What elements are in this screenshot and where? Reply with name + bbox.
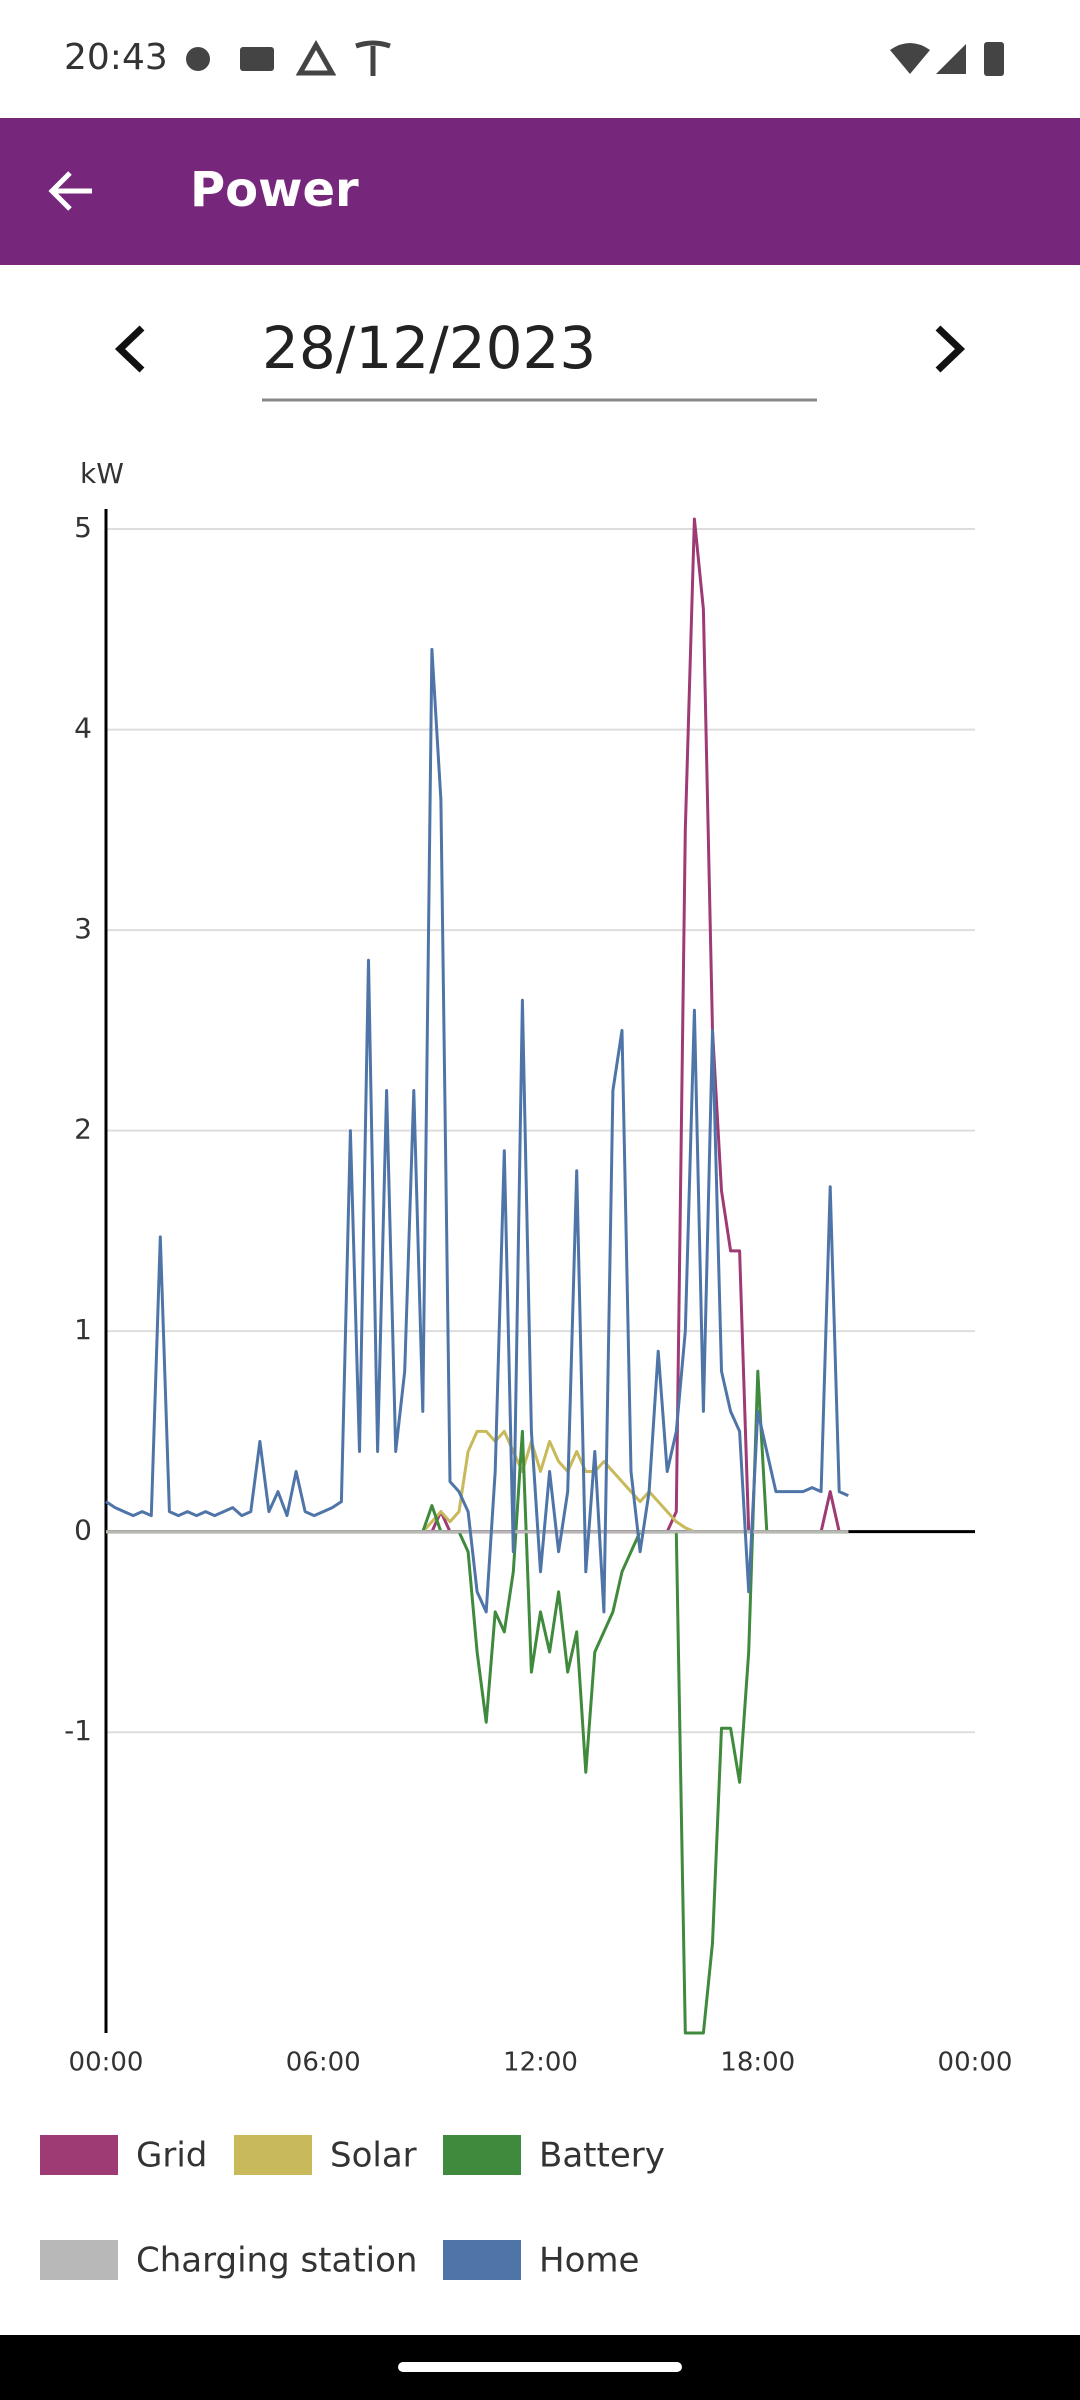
app-bar [0,118,1080,265]
y-tick-label: -1 [64,1714,92,1747]
x-tick-label: 06:00 [286,2048,361,2078]
chart: -1 0 1 2 3 4 5 00:00 06:00 12:00 18:00 00:00 [64,509,1012,2078]
legend-swatch [40,2240,118,2280]
x-tick-label: 12:00 [503,2048,578,2078]
legend-label: Battery [539,2136,665,2176]
y-tick-label: 1 [74,1313,92,1346]
legend-swatch [234,2135,312,2175]
back-button[interactable] [48,171,92,211]
y-tick-label: 4 [74,712,92,745]
legend-label: Grid [136,2136,207,2176]
legend-swatch [40,2135,118,2175]
y-tick-label: 3 [74,912,92,945]
status-time: 20:43 [64,37,168,78]
date-input[interactable]: 28/12/2023 [262,314,596,382]
legend-swatch [443,2135,521,2175]
legend-label: Solar [330,2136,417,2176]
status-icons [186,39,1004,76]
y-tick-label: 2 [74,1113,92,1146]
y-tick-label: 0 [74,1514,92,1547]
series-line [106,517,849,1534]
y-axis-label: kW [80,457,124,490]
next-date-button[interactable] [935,325,966,373]
legend-label: Home [539,2241,639,2281]
prev-date-button[interactable] [114,325,145,373]
series-line [106,1369,849,2035]
y-tick-label: 5 [74,511,92,544]
legend-swatch [443,2240,521,2280]
series-line [106,1429,849,1534]
x-tick-label: 00:00 [938,2048,1013,2078]
x-tick-label: 18:00 [720,2048,795,2078]
app-bar-title: Power [190,162,359,218]
x-tick-label: 00:00 [69,2048,144,2078]
home-gesture-bar[interactable] [398,2362,682,2372]
legend-label: Charging station [136,2241,417,2281]
series-line [105,647,849,1614]
